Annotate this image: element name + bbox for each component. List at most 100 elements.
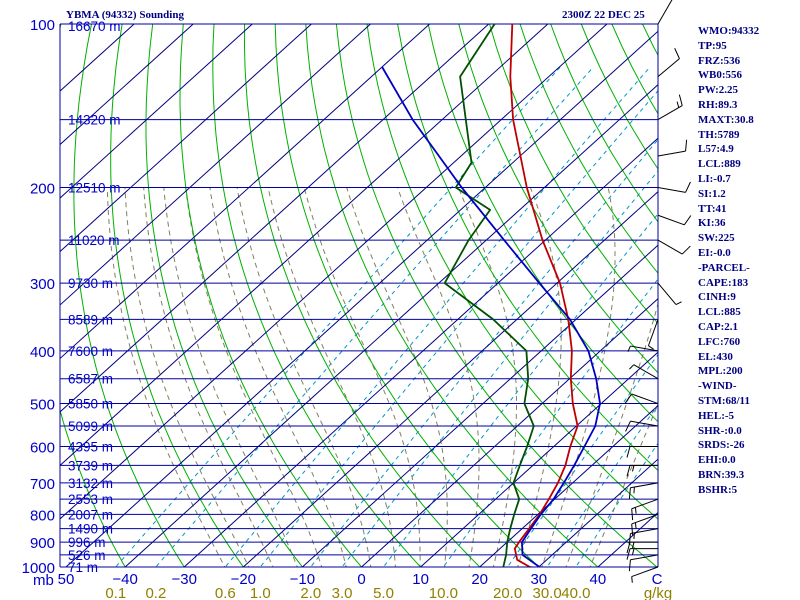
mixing-ratio-tick-label: 2.0	[300, 585, 321, 600]
isotherm	[538, 458, 658, 567]
stat-line: LCL:889	[698, 158, 741, 171]
height-label: 5099 m	[68, 419, 113, 434]
height-label: 2007 m	[68, 507, 113, 522]
temp-tick-label: −20	[231, 571, 256, 588]
stat-line: CINH:9	[698, 291, 736, 304]
mixing-ratio-lines	[115, 66, 658, 567]
stat-line: CAP:2.1	[698, 320, 739, 333]
mixing-ratio-tick-label: 0.1	[105, 585, 126, 600]
moist-adiabat	[589, 402, 658, 567]
mixing-ratio-tick-label: 5.0	[373, 585, 394, 600]
dry-adiabat	[274, 24, 540, 567]
pressure-label: 400	[30, 344, 55, 361]
dry-adiabat	[110, 24, 244, 567]
moist-adiabats	[106, 187, 658, 567]
wind-barb	[626, 446, 658, 458]
temperature-trace	[509, 24, 579, 567]
dry-adiabat	[73, 24, 185, 567]
moist-adiabat	[124, 187, 250, 567]
isotherm	[183, 137, 658, 567]
mixing-ratio-tick-label: 3.0	[332, 585, 353, 600]
mixing-ratio-tick-label: 0.2	[145, 585, 166, 600]
temp-tick-label: 10	[412, 571, 429, 588]
stat-line: SI:1.2	[698, 187, 726, 200]
wind-barb	[627, 345, 659, 352]
stat-line: WMO:94332	[698, 25, 760, 37]
plot-frame	[59, 24, 659, 568]
mixing-ratio-tick-label: 40.0	[561, 585, 590, 600]
dry-adiabat	[458, 24, 658, 374]
height-label: 996 m	[68, 535, 106, 550]
pressure-label: 100	[30, 17, 55, 34]
dry-adiabat	[179, 24, 363, 567]
dry-adiabat	[489, 24, 658, 325]
wind-barb	[657, 214, 692, 226]
moist-adiabat	[163, 187, 298, 567]
moist-adiabat	[346, 187, 448, 567]
isotherm	[124, 84, 658, 567]
height-label: 5850 m	[68, 397, 113, 412]
dry-adiabat	[519, 24, 658, 274]
stat-line: L57:4.9	[698, 143, 734, 156]
dry-adiabats	[60, 24, 658, 567]
isotherm	[60, 24, 253, 199]
wind-barb	[626, 541, 658, 554]
stat-line: LFC:760	[698, 335, 741, 348]
isobars	[60, 23, 658, 568]
mixing-ratio-line	[259, 90, 658, 567]
stat-line: EI:-0.0	[698, 246, 731, 259]
moist-adiabat	[458, 187, 517, 567]
pressure-label: 500	[30, 397, 55, 414]
stat-line: CAPE:183	[698, 276, 749, 289]
wind-barb	[628, 554, 659, 572]
valid-time: 2300Z 22 DEC 25	[562, 9, 645, 21]
wind-barb	[657, 94, 683, 121]
stats-panel: WMO:94332 TP:95 FRZ:536 WB0:556 PW:2.25 RH:89…	[698, 24, 800, 498]
stat-line: FRZ:536	[698, 54, 741, 67]
dewpoint-trace	[443, 24, 535, 567]
moist-adiabat	[209, 187, 347, 567]
wind-barb	[647, 319, 659, 350]
wind-barb	[657, 282, 682, 305]
stat-line: KI:36	[698, 217, 726, 230]
dry-adiabat	[60, 24, 126, 567]
stat-line: LCL:885	[698, 306, 741, 319]
height-label: 6587 m	[68, 372, 113, 387]
temp-tick-label: −40	[112, 571, 137, 588]
station-title: YBMA (94332) Sounding	[66, 9, 184, 21]
height-label: 3739 m	[68, 458, 113, 473]
height-label: 4395 m	[68, 440, 113, 455]
mixing-ratio-tick-label: 30.0	[533, 585, 562, 600]
mixing-ratio-tick-label: 1.0	[250, 585, 271, 600]
wind-barb	[657, 0, 673, 25]
mixing-ratio-line	[115, 66, 561, 567]
stat-line: MAXT:30.8	[698, 113, 754, 126]
stat-line: RH:89.3	[698, 98, 738, 111]
isotherm	[60, 24, 549, 467]
wind-barb	[629, 364, 659, 380]
moist-adiabat	[541, 187, 616, 567]
isotherm	[60, 24, 194, 146]
moist-adiabat	[517, 187, 562, 567]
dry-adiabat	[335, 24, 658, 567]
wind-barb	[657, 239, 691, 255]
pressure-label: 300	[30, 276, 55, 293]
stat-line: WB0:556	[698, 69, 742, 82]
isotherm	[302, 244, 658, 567]
mixing-ratio-tick-label: 10.0	[429, 585, 458, 600]
stat-line: STM:68/11	[698, 394, 750, 407]
wind-barb	[657, 139, 688, 157]
wind-barb	[631, 498, 659, 521]
height-label: 12510 m	[68, 180, 121, 195]
height-label: 8589 m	[68, 312, 113, 327]
stat-line: BSHR:5	[698, 483, 738, 496]
temp-tick-label: 40	[590, 571, 607, 588]
height-label: 16670 m	[68, 19, 121, 34]
dry-adiabat	[366, 24, 658, 520]
isotherm	[361, 297, 658, 567]
mixing-ratio-line	[442, 278, 658, 567]
stat-line: TH:5789	[698, 128, 740, 141]
wind-barb	[626, 548, 658, 560]
temp-tick-label: −10	[290, 571, 315, 588]
